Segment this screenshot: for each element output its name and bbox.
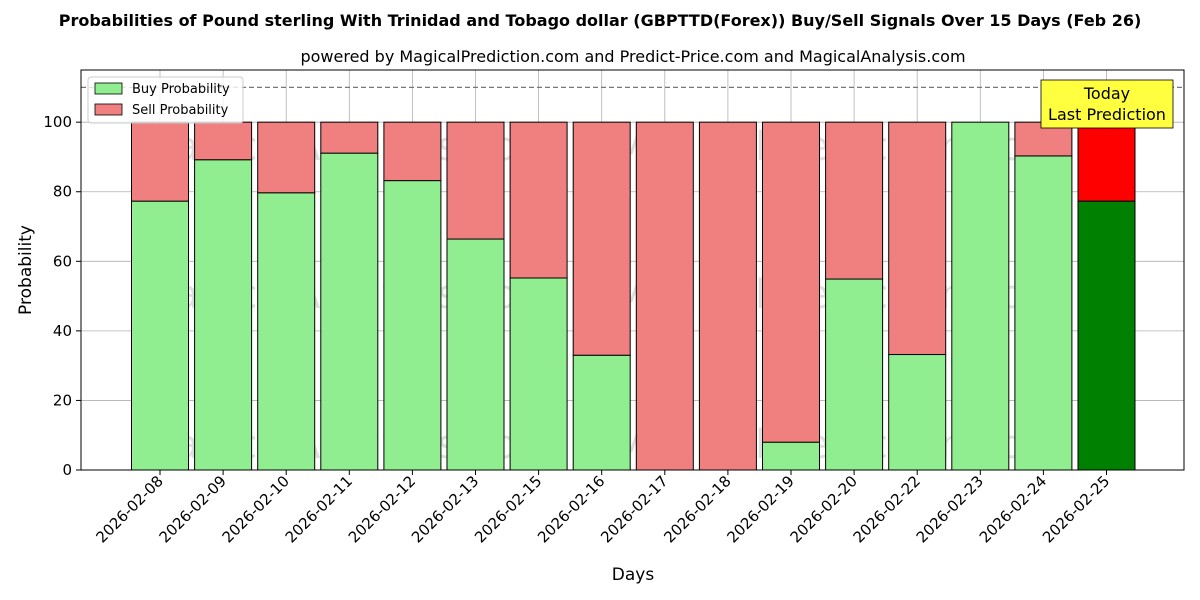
bar-buy	[1014, 155, 1073, 471]
x-tick-label: 2026-02-18	[660, 472, 734, 546]
annotation-line1: Today	[1083, 84, 1130, 103]
legend-swatch-sell	[94, 103, 123, 116]
y-axis: 0 20 40 60 80 100	[43, 113, 81, 479]
bar-sell	[194, 121, 253, 161]
annotation-line2: Last Prediction	[1048, 105, 1166, 124]
x-tick-label: 2026-02-09	[156, 472, 230, 546]
bar-buy	[888, 354, 947, 471]
x-tick-label: 2026-02-22	[850, 472, 924, 546]
y-tick-label: 20	[53, 391, 72, 409]
bar-buy	[572, 354, 631, 471]
x-tick-label: 2026-02-20	[787, 472, 861, 546]
bar-sell	[635, 121, 694, 471]
bar-buy	[509, 277, 568, 471]
x-tick-label: 2026-02-12	[345, 472, 419, 546]
y-tick-label: 100	[43, 113, 72, 131]
bar-buy	[951, 121, 1010, 471]
annotation-box	[1040, 79, 1174, 129]
bar-buy	[825, 278, 884, 471]
bar-buy	[1077, 200, 1136, 471]
bar-buy	[320, 152, 379, 471]
x-tick-label: 2026-02-13	[408, 472, 482, 546]
x-tick-label: 2026-02-17	[597, 472, 671, 546]
bars	[131, 121, 1136, 471]
x-tick-label: 2026-02-15	[471, 472, 545, 546]
bar-sell	[320, 121, 379, 154]
x-tick-label: 2026-02-11	[282, 472, 356, 546]
bar-sell	[383, 121, 442, 182]
bar-buy	[131, 200, 189, 471]
x-tick-label: 2026-02-24	[976, 472, 1050, 546]
x-tick-label: 2026-02-10	[219, 472, 293, 546]
bar-sell	[509, 121, 568, 279]
y-tick-label: 40	[53, 322, 72, 340]
chart-subtitle: powered by MagicalPrediction.com and Pre…	[300, 47, 965, 66]
bar-buy	[383, 180, 442, 471]
bar-sell	[698, 121, 757, 471]
x-axis: 2026-02-082026-02-092026-02-102026-02-11…	[92, 470, 1113, 546]
y-tick-label: 80	[53, 183, 72, 201]
legend-label-sell: Sell Probability	[132, 103, 229, 118]
y-tick-label: 60	[53, 252, 72, 270]
bar-sell	[131, 121, 189, 202]
legend-swatch-buy	[94, 82, 123, 95]
bar-sell	[888, 121, 947, 356]
bar-sell	[446, 121, 505, 240]
x-tick-label: 2026-02-16	[534, 472, 608, 546]
x-tick-label: 2026-02-19	[723, 472, 797, 546]
today-annotation: Today Last Prediction	[1040, 79, 1174, 129]
x-tick-label: 2026-02-08	[92, 472, 166, 546]
bar-sell	[825, 121, 884, 280]
x-axis-label: Days	[612, 565, 655, 585]
bar-buy	[257, 192, 316, 471]
bar-sell	[1077, 121, 1136, 202]
bar-sell	[257, 121, 316, 194]
plot-frame	[80, 69, 1185, 471]
x-tick-label: 2026-02-23	[913, 472, 987, 546]
bar-sell	[762, 121, 820, 443]
bar-buy	[194, 159, 253, 471]
chart-title: Probabilities of Pound sterling With Tri…	[59, 11, 1142, 30]
legend-box	[87, 76, 244, 124]
legend: Buy Probability Sell Probability	[87, 76, 244, 124]
legend-label-buy: Buy Probability	[132, 82, 230, 97]
y-axis-label: Probability	[16, 225, 36, 315]
y-tick-label: 0	[62, 461, 72, 479]
bar-buy	[446, 238, 505, 471]
bar-buy	[762, 441, 820, 471]
x-tick-label: 2026-02-25	[1039, 472, 1113, 546]
bar-sell	[572, 121, 631, 356]
